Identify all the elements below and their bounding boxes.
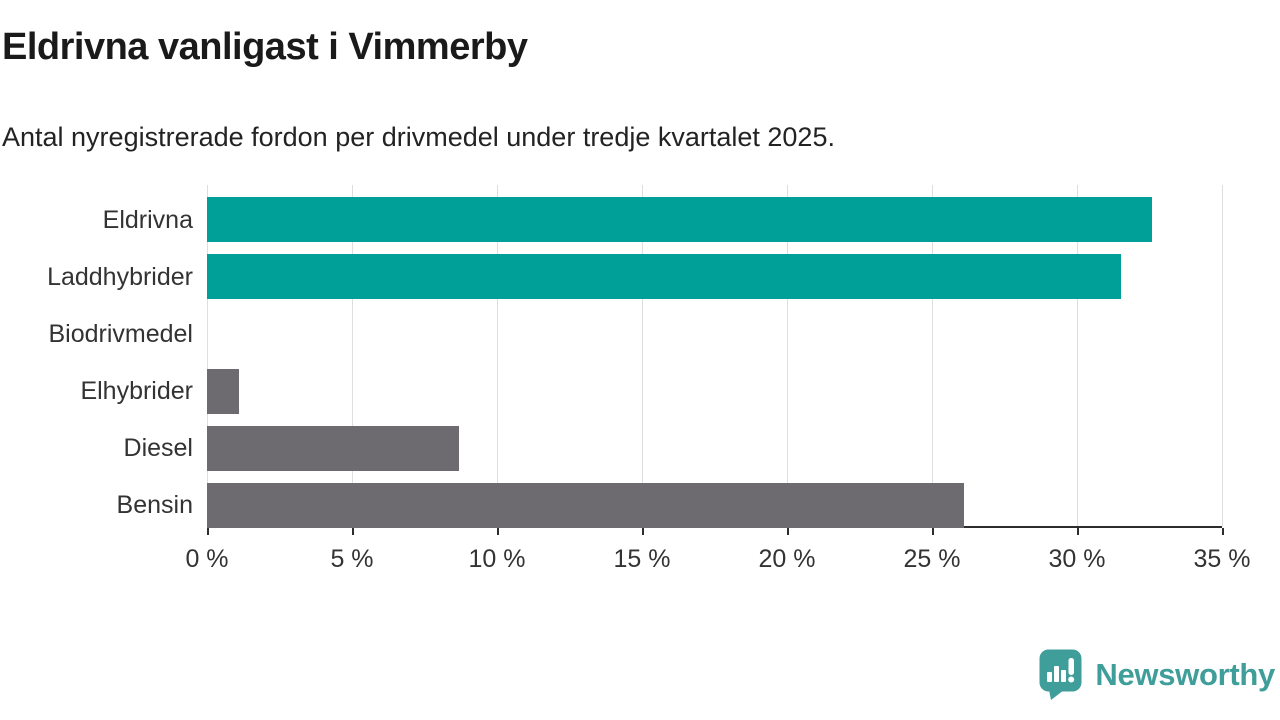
gridline xyxy=(1077,185,1078,526)
axis-tick-mark xyxy=(1077,528,1079,535)
gridline xyxy=(932,185,933,526)
x-tick-label: 30 % xyxy=(1048,545,1106,573)
category-label: Eldrivna xyxy=(102,206,193,234)
x-axis-tick-labels: 0 % 5 % 10 % 15 % 20 % 25 % 30 % 35 % xyxy=(0,545,1280,579)
x-tick-label: 5 % xyxy=(330,545,374,573)
bar-eldrivna xyxy=(207,197,1152,242)
bar-diesel xyxy=(207,426,459,471)
bar-laddhybrider xyxy=(207,254,1121,299)
x-tick-label: 25 % xyxy=(903,545,961,573)
category-label: Elhybrider xyxy=(80,377,193,405)
newsworthy-wordmark: Newsworthy xyxy=(1095,656,1275,692)
gridline xyxy=(352,185,353,526)
x-tick-label: 0 % xyxy=(185,545,229,573)
axis-tick-mark xyxy=(932,528,934,535)
x-tick-label: 35 % xyxy=(1193,545,1251,573)
bar-bensin xyxy=(207,483,964,528)
axis-tick-mark xyxy=(1222,528,1224,535)
axis-tick-mark xyxy=(787,528,789,535)
chart-title: Eldrivna vanligast i Vimmerby xyxy=(2,26,528,68)
gridline xyxy=(1222,185,1223,526)
category-label: Diesel xyxy=(123,434,193,462)
gridline xyxy=(642,185,643,526)
category-label: Biodrivmedel xyxy=(48,320,193,348)
x-tick-label: 20 % xyxy=(758,545,816,573)
plot-area xyxy=(207,185,1224,535)
gridline xyxy=(497,185,498,526)
category-labels: Eldrivna Laddhybrider Biodrivmedel Elhybrid… xyxy=(0,185,193,528)
chart-subtitle: Antal nyregistrerade fordon per drivmede… xyxy=(2,122,835,152)
x-tick-label: 10 % xyxy=(468,545,526,573)
bar-elhybrider xyxy=(207,369,239,414)
gridline xyxy=(207,185,208,526)
x-tick-label: 15 % xyxy=(613,545,671,573)
axis-tick-mark xyxy=(497,528,499,535)
axis-tick-mark xyxy=(207,528,209,535)
axis-tick-mark xyxy=(642,528,644,535)
axis-tick-mark xyxy=(352,528,354,535)
bar-chart: Eldrivna Laddhybrider Biodrivmedel Elhybrid… xyxy=(0,185,1224,535)
newsworthy-logo-icon xyxy=(1039,649,1082,700)
gridline xyxy=(787,185,788,526)
category-label: Laddhybrider xyxy=(47,263,193,291)
category-label: Bensin xyxy=(116,491,193,519)
newsworthy-logo: Newsworthy xyxy=(1039,649,1275,700)
